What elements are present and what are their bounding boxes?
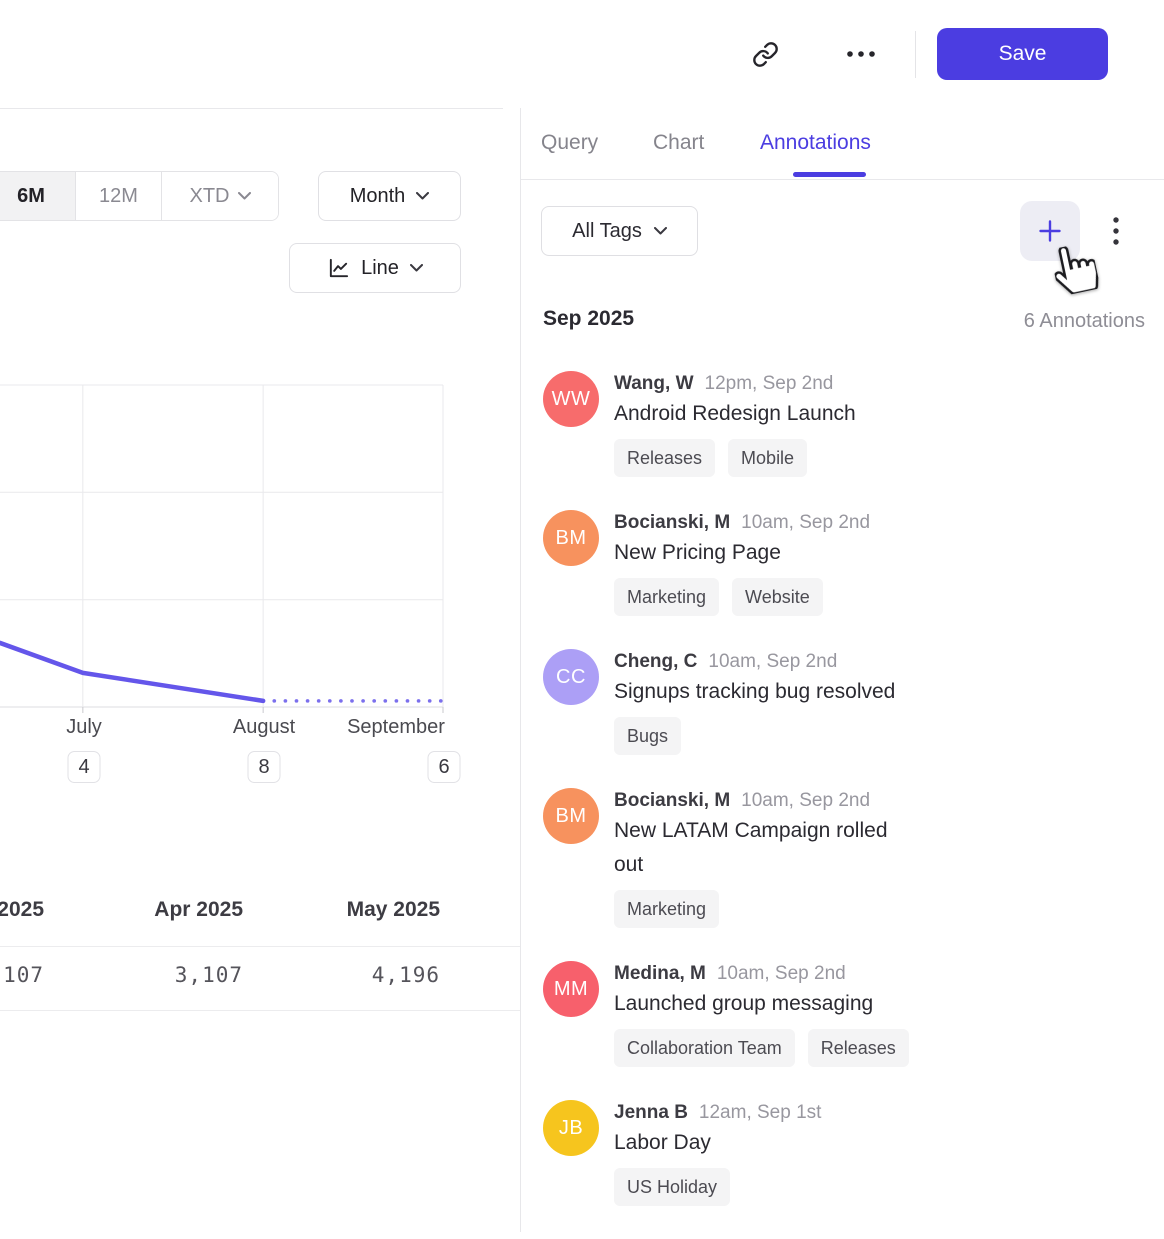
chevron-down-icon bbox=[653, 227, 667, 235]
annotations-list: WW Wang, W 12pm, Sep 2nd Android Redesig… bbox=[543, 371, 963, 1239]
add-annotation-button[interactable] bbox=[1020, 201, 1080, 261]
table-row-border bbox=[0, 1010, 520, 1011]
table-value-cell: 4,196 bbox=[371, 963, 440, 987]
annotation-count-badge-july[interactable]: 4 bbox=[67, 751, 101, 783]
annotations-count: 6 Annotations bbox=[1023, 310, 1145, 332]
panel-divider bbox=[520, 108, 521, 1232]
avatar-initials: BM bbox=[555, 526, 587, 549]
chevron-down-icon bbox=[237, 192, 251, 200]
annotation-tag[interactable]: Marketing bbox=[614, 578, 720, 616]
avatar: CC bbox=[543, 649, 599, 705]
avatar-initials: CC bbox=[556, 665, 586, 688]
annotation-title[interactable]: Labor Day bbox=[614, 1131, 711, 1154]
kebab-icon bbox=[1113, 217, 1119, 245]
chart-type-dropdown[interactable]: Line bbox=[289, 243, 461, 293]
annotation-timestamp: 12am, Sep 1st bbox=[698, 1102, 822, 1123]
annotation-tag[interactable]: US Holiday bbox=[614, 1168, 731, 1206]
copy-link-button[interactable] bbox=[743, 32, 787, 76]
annotation-timestamp: 10am, Sep 2nd bbox=[741, 790, 871, 811]
range-option-12m[interactable]: 12M bbox=[75, 172, 161, 220]
annotation-tag[interactable]: Mobile bbox=[728, 439, 808, 477]
tabs-bottom-border bbox=[521, 179, 1164, 180]
avatar-initials: BM bbox=[555, 804, 587, 827]
annotations-more-button[interactable] bbox=[1100, 207, 1132, 255]
annotation-author: Wang, W bbox=[614, 373, 694, 394]
save-button[interactable]: Save bbox=[937, 28, 1108, 80]
chevron-down-icon bbox=[409, 264, 423, 272]
avatar: MM bbox=[543, 961, 599, 1017]
line-chart-icon bbox=[329, 258, 349, 277]
date-range-segmented-control: 6M 12M XTD bbox=[0, 171, 279, 221]
tab-chart[interactable]: Chart bbox=[653, 131, 705, 154]
annotation-title[interactable]: Launched group messaging bbox=[614, 992, 874, 1015]
table-value-cell: 3,107 bbox=[174, 963, 243, 987]
table-value-cell: 107 bbox=[3, 963, 44, 987]
header-divider bbox=[915, 31, 916, 78]
plus-icon bbox=[1039, 220, 1061, 242]
table-row-border bbox=[0, 946, 520, 947]
avatar: JB bbox=[543, 1100, 599, 1156]
annotation-title[interactable]: New LATAM Campaign rolled out bbox=[614, 819, 888, 876]
annotation-item[interactable]: MM Medina, M 10am, Sep 2nd Launched grou… bbox=[543, 961, 963, 1067]
annotation-author: Medina, M bbox=[614, 963, 706, 984]
active-tab-indicator bbox=[793, 172, 866, 177]
link-icon bbox=[752, 41, 778, 67]
avatar: BM bbox=[543, 788, 599, 844]
avatar: BM bbox=[543, 510, 599, 566]
annotation-tag[interactable]: Website bbox=[732, 578, 823, 616]
annotation-author: Bocianski, M bbox=[614, 512, 731, 533]
annotation-tag[interactable]: Collaboration Team bbox=[614, 1029, 795, 1067]
chevron-down-icon bbox=[416, 192, 430, 200]
annotation-tag[interactable]: Bugs bbox=[614, 717, 682, 755]
annotation-tag[interactable]: Releases bbox=[807, 1029, 909, 1067]
annotation-item[interactable]: WW Wang, W 12pm, Sep 2nd Android Redesig… bbox=[543, 371, 963, 477]
annotation-count-badge-september[interactable]: 6 bbox=[427, 751, 461, 783]
annotation-title[interactable]: New Pricing Page bbox=[614, 541, 781, 564]
annotation-timestamp: 10am, Sep 2nd bbox=[741, 512, 871, 533]
avatar-initials: WW bbox=[551, 387, 591, 410]
tab-annotations[interactable]: Annotations bbox=[760, 131, 871, 154]
ellipsis-icon bbox=[847, 51, 875, 57]
annotation-author: Jenna B bbox=[614, 1102, 688, 1123]
table-header-cell: Apr 2025 bbox=[154, 898, 243, 921]
annotations-month-header: Sep 2025 bbox=[543, 307, 635, 330]
annotation-timestamp: 10am, Sep 2nd bbox=[716, 963, 846, 984]
avatar-initials: MM bbox=[553, 977, 589, 1000]
annotation-tag[interactable]: Marketing bbox=[614, 890, 720, 928]
header-bottom-border bbox=[0, 108, 503, 109]
annotation-timestamp: 10am, Sep 2nd bbox=[708, 651, 838, 672]
annotation-count-badge-august[interactable]: 8 bbox=[247, 751, 281, 783]
table-header-cell: May 2025 bbox=[346, 898, 440, 921]
annotation-timestamp: 12pm, Sep 2nd bbox=[704, 373, 834, 394]
range-option-6m[interactable]: 6M bbox=[0, 172, 75, 220]
tag-filter-dropdown[interactable]: All Tags bbox=[541, 206, 698, 256]
tab-query[interactable]: Query bbox=[541, 131, 599, 154]
annotation-item[interactable]: CC Cheng, C 10am, Sep 2nd Signups tracki… bbox=[543, 649, 963, 755]
annotation-item[interactable]: JB Jenna B 12am, Sep 1st Labor Day US Ho… bbox=[543, 1100, 963, 1206]
more-options-button[interactable] bbox=[839, 32, 883, 76]
annotation-title[interactable]: Signups tracking bug resolved bbox=[614, 680, 896, 703]
x-axis-label-september: September bbox=[347, 716, 445, 738]
line-chart-plot bbox=[0, 384, 445, 713]
granularity-dropdown[interactable]: Month bbox=[318, 171, 461, 221]
annotation-author: Bocianski, M bbox=[614, 790, 731, 811]
annotation-item[interactable]: BM Bocianski, M 10am, Sep 2nd New LATAM … bbox=[543, 788, 963, 928]
annotation-item[interactable]: BM Bocianski, M 10am, Sep 2nd New Pricin… bbox=[543, 510, 963, 616]
annotation-tag[interactable]: Releases bbox=[614, 439, 716, 477]
x-axis-label-august: August bbox=[232, 716, 296, 738]
annotation-title[interactable]: Android Redesign Launch bbox=[614, 402, 856, 425]
annotation-author: Cheng, C bbox=[614, 651, 698, 672]
avatar-initials: JB bbox=[558, 1116, 584, 1139]
avatar: WW bbox=[543, 371, 599, 427]
x-axis-label-july: July bbox=[66, 716, 102, 738]
table-header-cell: 2025 bbox=[0, 898, 44, 921]
range-option-xtd[interactable]: XTD bbox=[161, 172, 278, 220]
